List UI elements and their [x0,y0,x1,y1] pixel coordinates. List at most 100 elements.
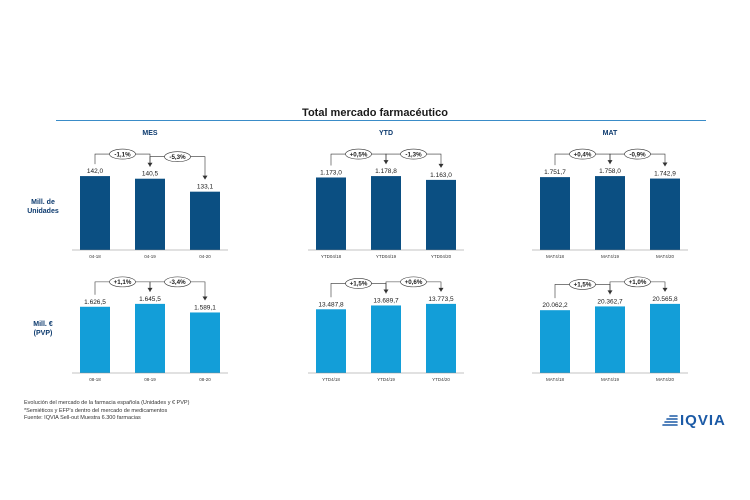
bar-2-0 [540,177,570,250]
value-label-5-0: 20.062,2 [542,302,568,309]
bar-3-2 [190,312,220,373]
change-label-3-1: -3,4% [169,279,186,286]
value-label-4-0: 13.487,8 [318,301,344,308]
change-badge-2-0 [569,148,596,160]
change-arrow-4-1 [438,287,444,292]
iqvia-logo-text: IQVIA [680,412,726,429]
value-label-4-2: 13.773,5 [428,296,454,303]
row-label-values-text: Mill. € (PVP) [33,321,53,337]
footnote-2: *Semiéticos y EFP's dentro del mercado d… [24,407,168,414]
tick-label-0-0: 04-18 [89,254,101,259]
page-title: Total mercado farmacéutico [302,107,448,119]
change-arrow-5-1 [662,287,668,292]
tick-label-4-0: YTD4/18 [322,377,340,382]
row-label-units: Mill. de Unidades [14,198,72,216]
tick-label-4-2: YTD4/20 [432,377,450,382]
change-badge-5-0 [569,279,596,290]
tick-label-5-1: MAT4/19 [601,377,619,382]
value-label-3-1: 1.645,5 [139,296,161,303]
footnotes: Evolución del mercado de la farmacia esp… [24,400,189,423]
change-arrow-1-1 [438,163,444,168]
row-label-values: Mill. € (PVP) [14,320,72,338]
bar-1-1 [371,176,401,250]
change-label-4-0: +1,5% [350,281,368,288]
value-label-5-2: 20.565,8 [652,296,678,303]
bar-0-1 [135,178,165,250]
bar-5-2 [650,303,680,373]
change-arrow-3-1 [202,296,208,301]
value-label-1-1: 1.178,8 [375,168,397,175]
tick-label-5-0: MAT4/18 [546,377,564,382]
bar-1-0 [316,177,346,250]
bar-5-1 [595,306,625,373]
tick-label-4-1: YTD4/19 [377,377,395,382]
change-badge-1-0 [345,148,372,160]
change-badge-5-1 [624,276,651,288]
bar-2-2 [650,178,680,250]
change-label-0-0: -1,1% [114,151,131,158]
value-label-3-2: 1.589,1 [194,304,216,311]
footnote-1: Evolución del mercado de la farmacia esp… [24,400,190,406]
tick-label-3-2: 08-20 [199,377,211,382]
bar-4-0 [316,309,346,373]
bar-3-0 [80,306,110,373]
footnote-3: Fuente: IQVIA Sell-out Muestra 6.300 far… [24,415,141,421]
change-badge-2-1 [624,148,651,160]
bar-3-1 [135,303,165,373]
change-label-4-1: +0,6% [405,279,423,286]
value-label-2-0: 1.751,7 [544,169,566,176]
change-label-2-1: -0,9% [629,151,646,158]
tick-label-3-0: 08-18 [89,377,101,382]
change-label-0-1: -5,3% [169,154,186,161]
value-label-1-2: 1.163,0 [430,172,452,179]
chart-title-0: MES [142,130,158,137]
value-label-2-2: 1.742,9 [654,171,676,178]
iqvia-logo: IQVIA [662,412,726,429]
change-label-1-1: -1,3% [405,151,422,158]
change-label-3-0: +1,1% [114,279,132,286]
change-label-5-0: +1,5% [574,282,592,289]
change-badge-0-1 [164,151,191,163]
change-badge-0-0 [109,148,136,160]
chart-title-2: MAT [603,130,618,137]
tick-label-0-1: 04-19 [144,254,156,259]
value-label-0-0: 142,0 [87,168,104,175]
tick-label-3-1: 08-19 [144,377,156,382]
bar-4-1 [371,305,401,373]
change-badge-4-0 [345,278,372,289]
tick-label-2-1: MAT4/19 [601,254,619,259]
change-arrow-0-1 [202,175,208,180]
bar-4-2 [426,303,456,373]
change-badge-3-0 [109,276,136,288]
value-label-0-1: 140,5 [142,171,159,178]
value-label-2-1: 1.758,0 [599,168,621,175]
tick-label-5-2: MAT4/20 [656,377,674,382]
bar-0-2 [190,191,220,250]
change-badge-3-1 [164,276,191,288]
bar-0-0 [80,176,110,250]
value-label-4-1: 13.689,7 [373,297,399,304]
value-label-1-0: 1.173,0 [320,169,342,176]
change-label-1-0: +0,5% [350,151,368,158]
bar-2-1 [595,176,625,250]
tick-label-1-1: YTD04/19 [376,254,397,259]
change-badge-1-1 [400,148,427,160]
change-label-5-1: +1,0% [629,279,647,286]
change-label-2-0: +0,4% [574,151,592,158]
tick-label-2-0: MAT4/18 [546,254,564,259]
value-label-0-2: 133,1 [197,184,214,191]
tick-label-1-2: YTD04/20 [431,254,452,259]
tick-label-2-2: MAT4/20 [656,254,674,259]
change-arrow-2-1 [662,162,668,167]
value-label-3-0: 1.626,5 [84,299,106,306]
value-label-5-1: 20.362,7 [597,298,623,305]
row-label-units-text: Mill. de Unidades [27,199,59,215]
bar-1-2 [426,179,456,250]
tick-label-1-0: YTD04/18 [321,254,342,259]
bar-5-0 [540,310,570,373]
title-divider [56,120,706,121]
iqvia-logo-icon [662,414,678,426]
chart-title-1: YTD [379,130,393,137]
tick-label-0-2: 04-20 [199,254,211,259]
